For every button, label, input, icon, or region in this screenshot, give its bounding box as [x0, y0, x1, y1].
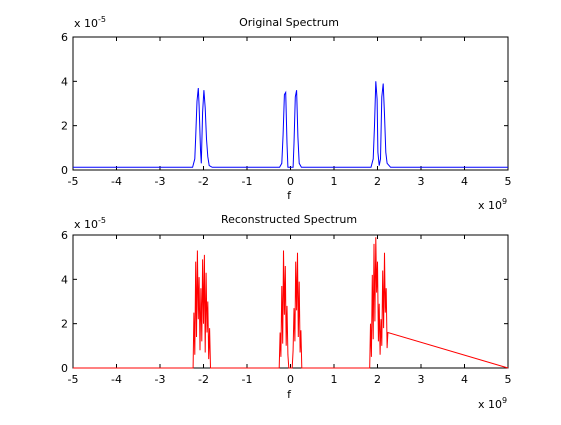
x-tick-label: 2 [374, 175, 381, 188]
x-tick-label: -2 [198, 175, 209, 188]
y-tick-label: 0 [61, 164, 68, 177]
x-tick-label: 4 [461, 373, 468, 386]
y-multiplier-base: x 10 [74, 218, 98, 231]
x-tick-label: 2 [374, 373, 381, 386]
x-tick-label: 1 [331, 373, 338, 386]
axis-ticks: -5 -4 -3 -2 -1 0 1 2 3 4 5 0 2 4 6 [61, 229, 512, 386]
x-tick-label: 0 [287, 175, 294, 188]
plot-frame [72, 234, 509, 369]
series-line [73, 237, 509, 369]
x-tick-label: -2 [198, 373, 209, 386]
axis-ticks: -5 -4 -3 -2 -1 0 1 2 3 4 5 0 2 4 6 [61, 31, 512, 188]
x-tick-label: -5 [68, 175, 79, 188]
y-multiplier-exponent: -5 [98, 216, 106, 225]
x-multiplier-label: x 109 [478, 197, 507, 212]
x-tick-label: 4 [461, 175, 468, 188]
y-tick-label: 0 [61, 362, 68, 375]
x-multiplier-exponent: 9 [502, 396, 507, 405]
x-axis-label: f [287, 388, 292, 401]
y-multiplier-exponent: -5 [98, 15, 106, 24]
x-tick-label: -5 [68, 373, 79, 386]
y-multiplier-label: x 10-5 [74, 216, 106, 231]
x-tick-label: -1 [242, 175, 253, 188]
chart-title: Reconstructed Spectrum [221, 213, 357, 226]
y-tick-label: 4 [61, 273, 68, 286]
x-tick-label: -1 [242, 373, 253, 386]
x-tick-label: 5 [505, 175, 512, 188]
x-multiplier-base: x 10 [478, 199, 502, 212]
plot-area: -5 -4 -3 -2 -1 0 1 2 3 4 5 0 2 4 6 [61, 31, 512, 188]
y-tick-label: 6 [61, 31, 68, 44]
y-tick-label: 6 [61, 229, 68, 242]
x-multiplier-base: x 10 [478, 398, 502, 411]
x-tick-label: -4 [111, 175, 122, 188]
x-tick-label: 0 [287, 373, 294, 386]
x-tick-label: -4 [111, 373, 122, 386]
x-tick-label: -3 [155, 175, 166, 188]
x-multiplier-label: x 109 [478, 396, 507, 411]
plot-frame [72, 36, 509, 171]
plot-area: -5 -4 -3 -2 -1 0 1 2 3 4 5 0 2 4 6 [61, 229, 512, 386]
series-line [73, 81, 508, 168]
y-multiplier-base: x 10 [74, 17, 98, 30]
y-multiplier-label: x 10-5 [74, 15, 106, 30]
x-tick-label: 3 [418, 175, 425, 188]
y-tick-label: 2 [61, 318, 68, 331]
x-tick-label: -3 [155, 373, 166, 386]
x-tick-label: 1 [331, 175, 338, 188]
x-tick-label: 3 [418, 373, 425, 386]
chart-original-spectrum: Original Spectrum x 10-5 -5 -4 -3 -2 -1 0 1 2 3 4… [61, 15, 512, 212]
y-tick-label: 2 [61, 120, 68, 133]
chart-reconstructed-spectrum: Reconstructed Spectrum x 10-5 -5 -4 -3 -2 -1… [61, 213, 512, 411]
x-tick-label: 5 [505, 373, 512, 386]
y-tick-label: 4 [61, 75, 68, 88]
x-axis-label: f [287, 189, 292, 202]
chart-title: Original Spectrum [239, 16, 339, 29]
x-multiplier-exponent: 9 [502, 197, 507, 206]
